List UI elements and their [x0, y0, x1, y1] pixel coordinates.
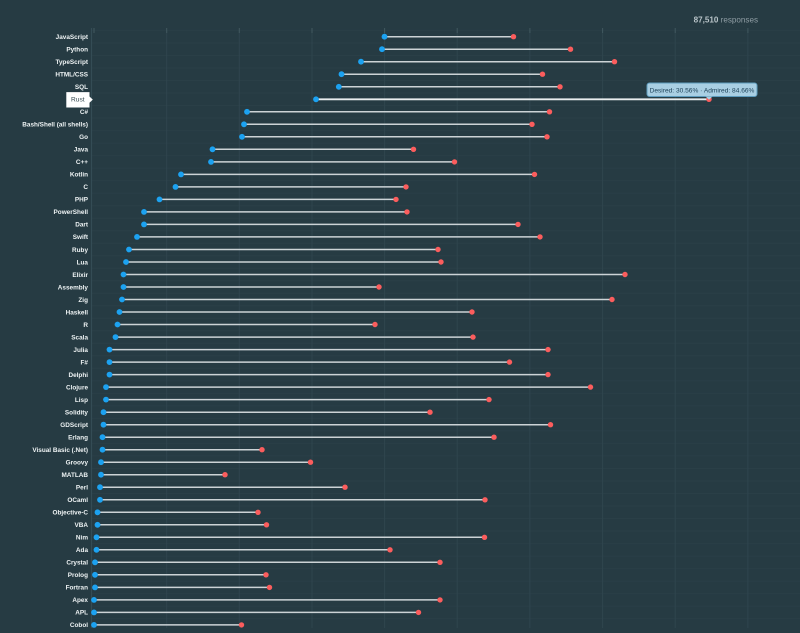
- svg-text:Lua: Lua: [77, 259, 89, 266]
- svg-text:GDScript: GDScript: [60, 422, 89, 429]
- svg-text:Go: Go: [79, 134, 88, 141]
- svg-text:Ada: Ada: [76, 547, 89, 554]
- svg-text:87,510 responses: 87,510 responses: [694, 16, 758, 25]
- svg-text:HTML/CSS: HTML/CSS: [55, 72, 88, 79]
- svg-text:MATLAB: MATLAB: [61, 472, 88, 479]
- svg-text:Desired: 30.56% · Admired: 84.: Desired: 30.56% · Admired: 84.66%: [650, 87, 755, 94]
- svg-text:Dart: Dart: [75, 222, 89, 229]
- svg-text:Delphi: Delphi: [68, 372, 88, 379]
- svg-text:R: R: [83, 322, 88, 329]
- svg-text:Scala: Scala: [71, 334, 88, 341]
- svg-text:C++: C++: [76, 159, 88, 166]
- svg-text:Zig: Zig: [78, 297, 88, 304]
- svg-text:Julia: Julia: [73, 347, 88, 354]
- svg-text:Kotlin: Kotlin: [70, 172, 88, 179]
- svg-text:F#: F#: [81, 359, 89, 366]
- svg-text:Swift: Swift: [73, 234, 89, 241]
- svg-text:Crystal: Crystal: [66, 560, 88, 567]
- svg-text:JavaScript: JavaScript: [56, 34, 89, 41]
- svg-text:Nim: Nim: [76, 535, 88, 542]
- svg-text:Erlang: Erlang: [68, 435, 88, 442]
- svg-text:Haskell: Haskell: [66, 309, 89, 316]
- svg-text:TypeScript: TypeScript: [55, 59, 88, 66]
- svg-text:Clojure: Clojure: [66, 384, 88, 391]
- svg-text:Lisp: Lisp: [75, 397, 88, 404]
- svg-text:Perl: Perl: [76, 485, 88, 492]
- svg-text:Solidity: Solidity: [65, 410, 89, 417]
- svg-text:Objective-C: Objective-C: [52, 510, 88, 517]
- svg-text:Rust: Rust: [71, 97, 85, 104]
- svg-text:APL: APL: [75, 610, 88, 617]
- svg-text:Ruby: Ruby: [72, 247, 88, 254]
- svg-text:Python: Python: [66, 47, 88, 54]
- svg-text:Bash/Shell (all shells): Bash/Shell (all shells): [22, 122, 88, 129]
- svg-text:SQL: SQL: [75, 84, 88, 91]
- svg-text:Cobol: Cobol: [70, 622, 88, 628]
- svg-text:Groovy: Groovy: [66, 460, 89, 467]
- svg-text:OCaml: OCaml: [67, 497, 88, 504]
- svg-text:Assembly: Assembly: [58, 284, 89, 291]
- svg-text:C#: C#: [80, 109, 89, 116]
- svg-text:Visual Basic (.Net): Visual Basic (.Net): [32, 447, 88, 454]
- svg-text:VBA: VBA: [75, 522, 89, 529]
- svg-text:Prolog: Prolog: [68, 572, 88, 579]
- svg-text:PowerShell: PowerShell: [54, 209, 89, 216]
- svg-text:Java: Java: [74, 147, 89, 154]
- svg-text:Apex: Apex: [72, 597, 88, 604]
- svg-text:PHP: PHP: [75, 197, 89, 204]
- svg-text:Elixir: Elixir: [72, 272, 88, 279]
- svg-text:C: C: [83, 184, 88, 191]
- svg-text:Fortran: Fortran: [66, 585, 88, 592]
